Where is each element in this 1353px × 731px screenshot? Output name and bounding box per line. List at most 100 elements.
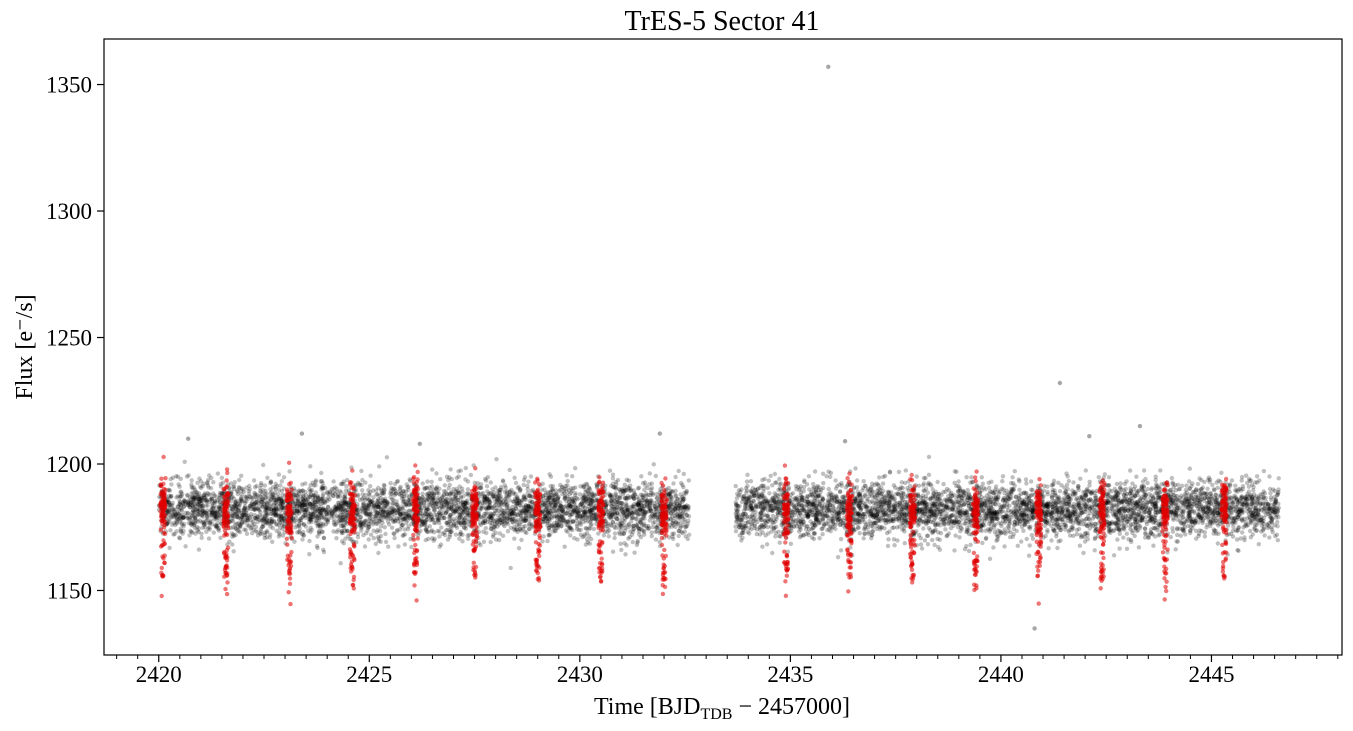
data-point	[421, 521, 426, 526]
data-point	[653, 473, 658, 479]
data-point	[671, 481, 676, 486]
data-point	[455, 490, 461, 496]
data-point	[375, 521, 380, 526]
data-point	[379, 488, 384, 494]
data-point	[338, 515, 343, 520]
data-point	[622, 541, 627, 546]
data-point	[250, 531, 255, 536]
data-point	[520, 497, 525, 503]
data-point	[641, 523, 646, 528]
data-point	[621, 510, 626, 516]
data-point	[206, 499, 212, 505]
data-point	[513, 480, 519, 486]
data-point	[482, 511, 487, 516]
data-point	[579, 501, 584, 507]
data-point	[523, 516, 528, 522]
data-point	[234, 515, 240, 520]
data-point	[519, 500, 524, 505]
data-point	[367, 514, 372, 519]
data-point	[509, 511, 514, 517]
data-point	[172, 513, 177, 518]
data-point	[448, 467, 453, 472]
data-point	[500, 479, 506, 484]
data-point	[272, 519, 277, 524]
data-point	[251, 478, 257, 483]
data-point	[317, 508, 322, 513]
data-point	[573, 510, 578, 515]
data-point	[504, 493, 509, 498]
data-point	[193, 489, 198, 494]
data-point	[360, 492, 365, 497]
data-point	[521, 482, 526, 488]
data-point	[526, 526, 532, 532]
data-point	[516, 546, 522, 551]
data-point	[1219, 470, 1224, 475]
data-point	[507, 498, 512, 503]
data-point	[395, 516, 400, 521]
data-point	[400, 506, 406, 511]
data-point	[461, 520, 467, 525]
data-point	[307, 495, 312, 500]
data-point	[297, 518, 302, 523]
data-point	[548, 500, 553, 506]
data-point	[683, 524, 688, 529]
data-point	[682, 490, 687, 495]
data-point	[438, 542, 444, 547]
data-point	[539, 487, 545, 493]
data-point	[265, 475, 270, 480]
data-point	[558, 503, 563, 508]
data-point	[669, 524, 674, 529]
data-point	[935, 479, 940, 485]
data-point	[323, 507, 329, 512]
data-point	[179, 515, 184, 520]
data-point	[513, 496, 518, 501]
data-point	[368, 473, 373, 478]
data-point	[543, 490, 548, 496]
data-point	[510, 516, 515, 521]
data-point	[445, 527, 450, 533]
data-point	[357, 522, 362, 527]
data-point	[478, 522, 483, 528]
data-point	[567, 503, 572, 508]
data-point	[183, 544, 188, 549]
data-point	[338, 523, 344, 529]
data-point	[166, 509, 171, 514]
data-point	[432, 508, 437, 513]
data-point	[233, 526, 238, 531]
data-point	[390, 497, 395, 502]
data-point	[271, 492, 276, 497]
data-point	[652, 512, 657, 517]
data-point	[541, 519, 546, 525]
data-point	[392, 486, 397, 492]
data-point	[308, 489, 313, 495]
data-point	[381, 482, 387, 488]
data-point	[356, 512, 361, 517]
data-point	[229, 506, 235, 512]
data-point	[1128, 468, 1133, 473]
data-point	[1017, 479, 1022, 484]
data-point	[252, 516, 258, 521]
data-point	[521, 493, 527, 498]
data-point	[445, 520, 451, 525]
data-point	[685, 521, 690, 526]
data-point	[548, 474, 554, 479]
data-point	[236, 504, 241, 510]
data-point	[392, 531, 397, 537]
data-point	[298, 494, 303, 499]
data-point	[368, 532, 374, 537]
data-point	[497, 504, 503, 509]
data-point	[168, 494, 174, 499]
data-point	[281, 475, 287, 480]
data-point	[207, 521, 212, 526]
data-point	[619, 524, 624, 529]
data-point	[456, 469, 461, 474]
data-point	[559, 514, 565, 519]
data-point	[311, 483, 317, 488]
data-point	[424, 485, 429, 490]
data-point	[557, 517, 563, 522]
data-point	[262, 508, 268, 513]
data-point	[247, 487, 252, 492]
data-point	[298, 516, 303, 521]
data-point	[550, 497, 555, 502]
data-point	[318, 479, 323, 484]
